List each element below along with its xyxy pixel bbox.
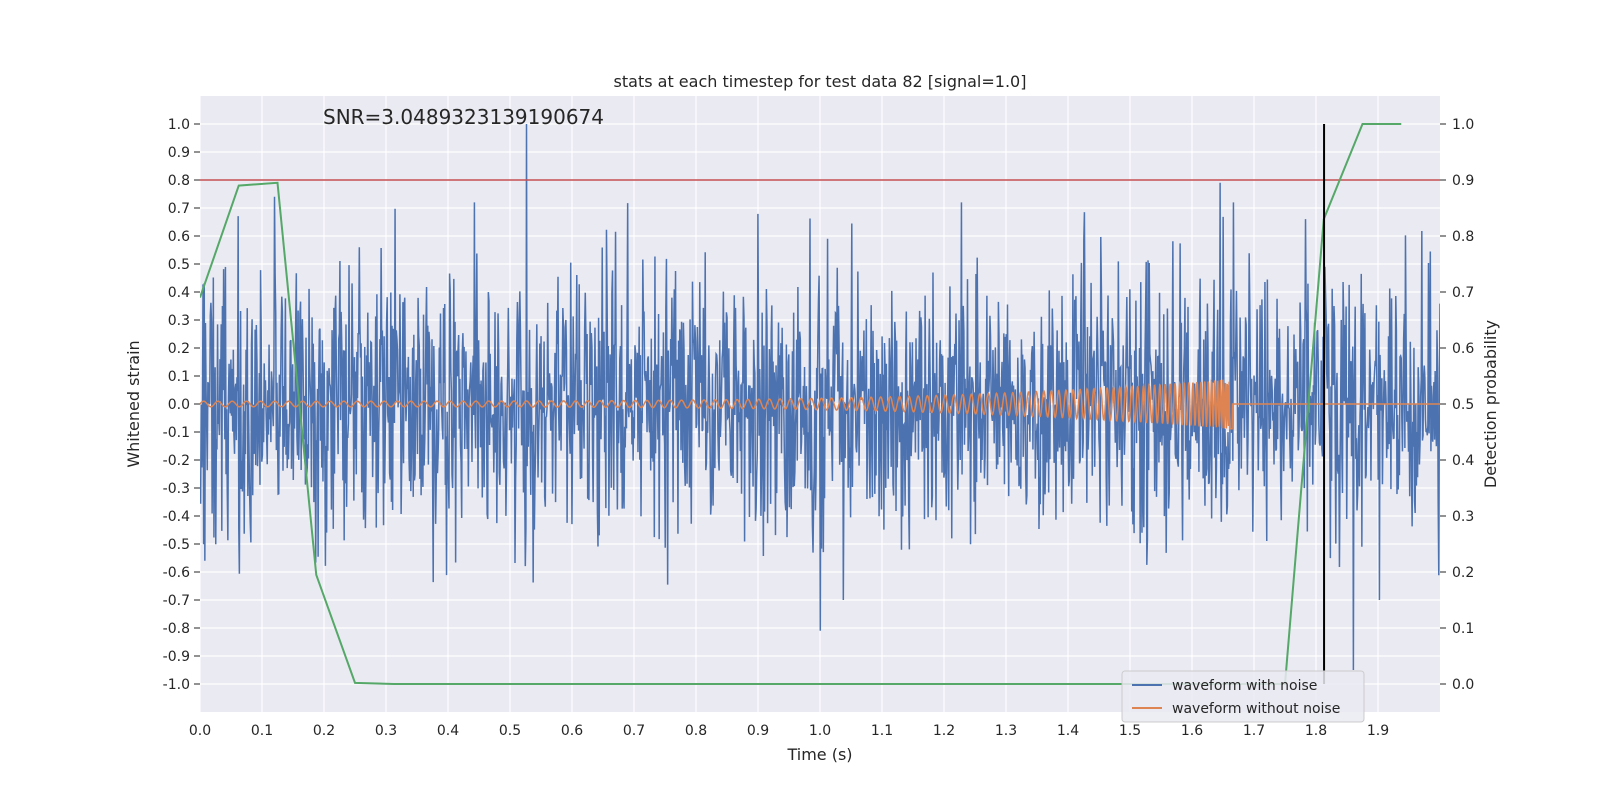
y-tick-label: -0.3 — [163, 481, 190, 497]
y2-tick-label: 0.1 — [1452, 621, 1474, 637]
x-tick-label: 0.0 — [189, 723, 211, 739]
y-tick-label: 0.7 — [168, 201, 190, 217]
y-tick-label: 0.5 — [168, 257, 190, 273]
x-tick-label: 0.1 — [251, 723, 273, 739]
y2-tick-label: 0.9 — [1452, 173, 1474, 189]
y-tick-label: 0.1 — [168, 369, 190, 385]
x-tick-label: 1.6 — [1181, 723, 1203, 739]
series-signal-line — [200, 379, 1440, 430]
y2-tick-label: 0.5 — [1452, 397, 1474, 413]
x-tick-label: 1.8 — [1305, 723, 1327, 739]
y-tick-label: 0.0 — [168, 397, 190, 413]
y-tick-label: -1.0 — [163, 677, 190, 693]
x-tick-label: 0.3 — [375, 723, 397, 739]
y2-axis-ticks: 1.0 0.9 0.8 0.7 0.6 0.5 0.4 0.3 0.2 0.1 0.0 — [1440, 117, 1474, 693]
y2-axis-title: Detection probability — [1481, 320, 1500, 488]
y-axis-ticks: 1.0 0.9 0.8 0.7 0.6 0.5 0.4 0.3 0.2 0.1 0.0 -0.1 -0.… — [163, 117, 200, 693]
x-tick-label: 1.5 — [1119, 723, 1141, 739]
x-tick-label: 0.4 — [437, 723, 459, 739]
x-tick-label: 0.7 — [623, 723, 645, 739]
y-axis-title: Whitened strain — [124, 340, 143, 467]
y-tick-label: 0.2 — [168, 341, 190, 357]
x-tick-label: 1.2 — [933, 723, 955, 739]
y-tick-label: -0.9 — [163, 649, 190, 665]
series-probability-line — [200, 123, 1402, 685]
x-tick-label: 1.1 — [871, 723, 893, 739]
y-tick-label: 0.3 — [168, 313, 190, 329]
y-tick-label: -0.1 — [163, 425, 190, 441]
series-noise-line — [200, 123, 1440, 671]
y-tick-label: 0.8 — [168, 173, 190, 189]
y2-tick-label: 0.3 — [1452, 509, 1474, 525]
y-tick-label: 0.4 — [168, 285, 190, 301]
chart-title: stats at each timestep for test data 82 … — [614, 72, 1027, 91]
x-tick-label: 1.3 — [995, 723, 1017, 739]
y2-tick-label: 0.6 — [1452, 341, 1474, 357]
y-tick-label: 1.0 — [168, 117, 190, 133]
legend-noise-label: waveform with noise — [1172, 678, 1317, 694]
y2-tick-label: 0.0 — [1452, 677, 1474, 693]
x-tick-label: 1.0 — [809, 723, 831, 739]
x-tick-label: 0.8 — [685, 723, 707, 739]
x-tick-label: 1.7 — [1243, 723, 1265, 739]
y2-tick-label: 0.8 — [1452, 229, 1474, 245]
legend: waveform with noise waveform without noi… — [1121, 670, 1365, 723]
y-tick-label: -0.5 — [163, 537, 190, 553]
y-tick-label: -0.6 — [163, 565, 190, 581]
y2-tick-label: 1.0 — [1452, 117, 1474, 133]
x-tick-label: 0.6 — [561, 723, 583, 739]
x-tick-label: 0.5 — [499, 723, 521, 739]
y2-tick-label: 0.4 — [1452, 453, 1474, 469]
x-tick-label: 1.4 — [1057, 723, 1079, 739]
x-tick-label: 0.2 — [313, 723, 335, 739]
y-tick-label: 0.9 — [168, 145, 190, 161]
y-tick-label: -0.2 — [163, 453, 190, 469]
x-axis-title: Time (s) — [786, 745, 852, 764]
snr-annotation: SNR=3.0489323139190674 — [323, 105, 604, 129]
x-tick-label: 1.9 — [1367, 723, 1389, 739]
y2-tick-label: 0.7 — [1452, 285, 1474, 301]
legend-box — [1121, 670, 1365, 723]
x-axis-ticks: 0.0 0.1 0.2 0.3 0.4 0.5 0.6 0.7 0.8 0.9 1.0 1.1 1.2 1… — [189, 723, 1389, 739]
y-tick-label: -0.4 — [163, 509, 190, 525]
legend-signal-label: waveform without noise — [1172, 701, 1340, 717]
y2-tick-label: 0.2 — [1452, 565, 1474, 581]
x-tick-label: 0.9 — [747, 723, 769, 739]
y-tick-label: -0.8 — [163, 621, 190, 637]
y-tick-label: -0.7 — [163, 593, 190, 609]
y-tick-label: 0.6 — [168, 229, 190, 245]
